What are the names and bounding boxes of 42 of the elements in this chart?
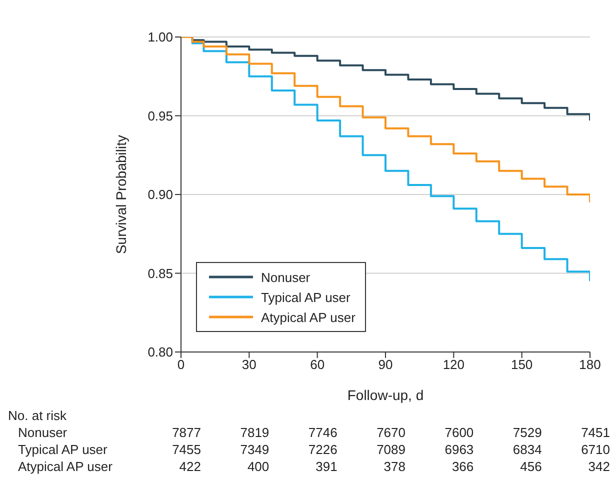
legend-label: Atypical AP user: [261, 310, 356, 324]
text: 7529: [512, 425, 542, 440]
text: Atypical AP user: [18, 459, 112, 474]
x-tick-label: 150: [510, 357, 533, 372]
text: 6963: [444, 442, 474, 457]
text: 378: [382, 459, 406, 474]
text: 7226: [307, 442, 338, 457]
text: 456: [519, 459, 542, 474]
x-tick-label: 60: [310, 357, 325, 372]
text: 7349: [239, 442, 270, 457]
y-tick-label: 0.95: [148, 108, 173, 124]
x-tick-label: 90: [378, 357, 393, 372]
text: 7877: [171, 425, 201, 440]
text: 7089: [376, 442, 406, 457]
text: 342: [587, 459, 610, 474]
text: 7819: [239, 425, 270, 440]
text: 7670: [376, 425, 406, 440]
text: 366: [450, 459, 474, 474]
text: 422: [178, 459, 201, 474]
y-tick-label: 0.85: [148, 266, 173, 281]
legend-label: Nonuser: [261, 270, 310, 284]
text: Typical AP user: [18, 442, 108, 457]
text: No. at risk: [8, 408, 67, 423]
text: 6710: [580, 442, 610, 457]
x-tick-label: 30: [242, 357, 256, 372]
text: 7746: [307, 425, 338, 440]
x-axis-title: Follow-up, d: [347, 387, 424, 403]
text: 6834: [512, 442, 542, 457]
y-tick-label: 0.80: [148, 344, 173, 360]
y-tick-label: 0.90: [148, 187, 173, 202]
text: 7451: [580, 425, 610, 440]
x-tick-label: 0: [177, 357, 185, 372]
y-tick-label: 1.00: [148, 30, 173, 45]
x-tick-label: 120: [442, 357, 465, 372]
text: Nonuser: [18, 425, 68, 440]
text: 7455: [171, 442, 201, 457]
x-tick-label: 180: [579, 357, 601, 372]
legend-label: Typical AP user: [261, 290, 350, 304]
text: 391: [314, 459, 338, 474]
text: 7600: [444, 425, 474, 440]
text: 400: [246, 459, 270, 474]
y-axis-title: Survival Probability: [112, 134, 129, 254]
